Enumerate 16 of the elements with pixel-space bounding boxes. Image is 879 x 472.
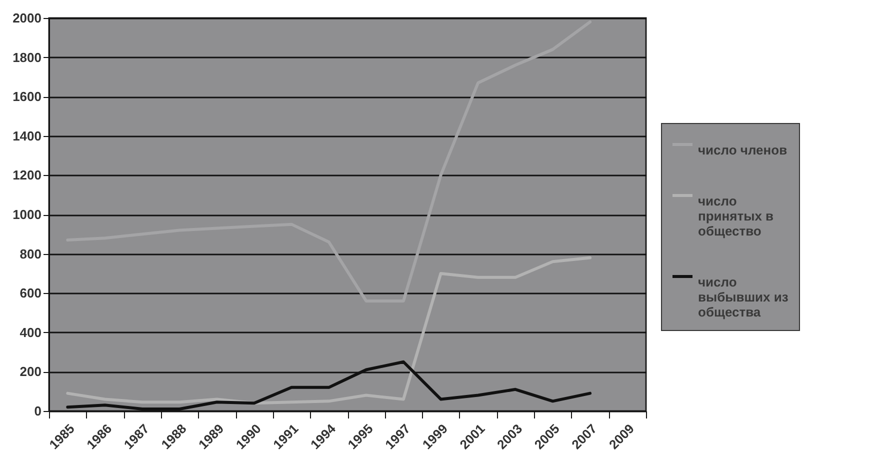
y-tick-label: 1600 — [12, 89, 42, 104]
y-tick-label: 2000 — [12, 10, 42, 26]
legend-label: число принятых в общество — [698, 194, 774, 238]
y-tick-label: 1800 — [12, 50, 42, 65]
y-tick-label: 800 — [20, 246, 42, 262]
legend-label: число членов — [698, 142, 788, 158]
y-tick-label: 1200 — [12, 168, 42, 183]
y-tick-label: 1400 — [12, 128, 42, 144]
y-tick-label: 1000 — [12, 207, 42, 222]
legend-label: число выбывших из общества — [698, 274, 789, 320]
y-tick-label: 200 — [20, 364, 42, 380]
line-series — [66, 20, 592, 302]
line-series — [66, 256, 592, 405]
y-tick-label: 400 — [20, 324, 42, 340]
y-tick-label: 0 — [34, 404, 42, 418]
y-tick-label: 600 — [20, 286, 42, 301]
